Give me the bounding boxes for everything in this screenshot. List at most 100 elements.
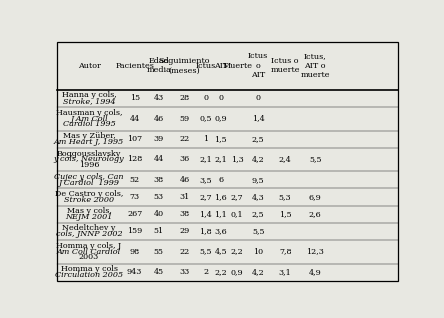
Text: 5,5: 5,5 xyxy=(309,156,321,163)
Text: 0,9: 0,9 xyxy=(214,114,227,122)
Text: 36: 36 xyxy=(179,156,190,163)
Text: 0: 0 xyxy=(218,94,223,102)
Text: 0,5: 0,5 xyxy=(199,114,212,122)
Text: 53: 53 xyxy=(154,193,164,201)
Text: 46: 46 xyxy=(154,114,164,122)
Text: 1,3: 1,3 xyxy=(231,156,244,163)
Text: 9,5: 9,5 xyxy=(252,176,265,184)
Text: Ictus: Ictus xyxy=(195,62,216,70)
Text: 1,6: 1,6 xyxy=(214,193,227,201)
Text: 7,8: 7,8 xyxy=(279,248,291,256)
Text: Nedeltchev y: Nedeltchev y xyxy=(62,225,116,232)
Text: Ictus
o
AIT: Ictus o AIT xyxy=(248,52,268,79)
Text: 5,5: 5,5 xyxy=(199,248,212,256)
Text: 44: 44 xyxy=(130,114,140,122)
Text: 2,7: 2,7 xyxy=(199,193,212,201)
Text: Am Coll Cardiol: Am Coll Cardiol xyxy=(57,248,121,256)
Text: 33: 33 xyxy=(179,268,190,276)
Text: 0: 0 xyxy=(203,94,208,102)
Text: 1,4: 1,4 xyxy=(252,114,265,122)
Text: 98: 98 xyxy=(130,248,140,256)
Text: 943: 943 xyxy=(127,268,143,276)
Text: 59: 59 xyxy=(179,114,190,122)
Text: 5,5: 5,5 xyxy=(252,227,265,235)
Text: 4,5: 4,5 xyxy=(214,248,227,256)
Text: Homma y cols, J: Homma y cols, J xyxy=(56,242,122,250)
Text: 0,9: 0,9 xyxy=(231,268,243,276)
Text: 46: 46 xyxy=(179,176,190,184)
Text: 128: 128 xyxy=(127,156,142,163)
Text: 2,1: 2,1 xyxy=(214,156,227,163)
Text: 1,1: 1,1 xyxy=(214,210,227,218)
Text: 267: 267 xyxy=(127,210,142,218)
Text: Am Heart J, 1995: Am Heart J, 1995 xyxy=(54,138,124,146)
Text: 3,1: 3,1 xyxy=(279,268,292,276)
Text: 45: 45 xyxy=(154,268,164,276)
Text: 1: 1 xyxy=(203,135,208,143)
Text: Mas y cols,: Mas y cols, xyxy=(67,207,111,215)
Text: Ictus o
muerte: Ictus o muerte xyxy=(270,57,300,74)
Text: J Cardiol  1999: J Cardiol 1999 xyxy=(59,179,119,187)
Text: 4,9: 4,9 xyxy=(309,268,321,276)
Text: 0: 0 xyxy=(256,94,261,102)
Text: 0,1: 0,1 xyxy=(231,210,243,218)
Text: y cols, Neurology: y cols, Neurology xyxy=(54,156,124,163)
Text: 4,2: 4,2 xyxy=(252,268,265,276)
Text: 1,8: 1,8 xyxy=(199,227,212,235)
Text: Seguimiento
(meses): Seguimiento (meses) xyxy=(159,57,210,74)
Text: 2,2: 2,2 xyxy=(214,268,227,276)
Text: 38: 38 xyxy=(154,176,164,184)
Text: 6: 6 xyxy=(218,176,223,184)
Text: Pacientes: Pacientes xyxy=(115,62,154,70)
Text: 43: 43 xyxy=(154,94,164,102)
Text: 2,1: 2,1 xyxy=(199,156,212,163)
Text: Cujec y cols, Can: Cujec y cols, Can xyxy=(54,173,124,181)
Text: Edad
media: Edad media xyxy=(146,57,171,74)
Text: NEJM 2001: NEJM 2001 xyxy=(65,213,113,221)
Text: 1,4: 1,4 xyxy=(199,210,212,218)
Text: Cardiol 1995: Cardiol 1995 xyxy=(63,120,115,128)
Text: 2,6: 2,6 xyxy=(309,210,321,218)
Text: 2,4: 2,4 xyxy=(279,156,292,163)
Text: 3,5: 3,5 xyxy=(199,176,212,184)
Text: 51: 51 xyxy=(154,227,164,235)
Text: 39: 39 xyxy=(154,135,164,143)
Text: Stroke, 1994: Stroke, 1994 xyxy=(63,97,115,105)
Text: 44: 44 xyxy=(154,156,164,163)
Text: 22: 22 xyxy=(179,248,190,256)
Text: 12,3: 12,3 xyxy=(306,248,324,256)
Text: 2: 2 xyxy=(203,268,208,276)
Text: 55: 55 xyxy=(154,248,164,256)
Text: 2,2: 2,2 xyxy=(231,248,244,256)
Text: cols, JNNP 2002: cols, JNNP 2002 xyxy=(56,230,123,238)
Text: 3,6: 3,6 xyxy=(214,227,227,235)
Text: 29: 29 xyxy=(179,227,190,235)
Text: 4,2: 4,2 xyxy=(252,156,265,163)
Text: 31: 31 xyxy=(179,193,190,201)
Text: 5,3: 5,3 xyxy=(279,193,292,201)
Text: De Castro y cols,: De Castro y cols, xyxy=(55,190,123,198)
Text: AIT: AIT xyxy=(214,62,228,70)
Text: 4,3: 4,3 xyxy=(252,193,265,201)
Text: 73: 73 xyxy=(130,193,140,201)
Text: Hausman y cols,: Hausman y cols, xyxy=(56,109,122,117)
Text: 10: 10 xyxy=(253,248,263,256)
Text: 2003: 2003 xyxy=(79,253,99,261)
Text: Circulation 2005: Circulation 2005 xyxy=(55,271,123,279)
Text: 2,7: 2,7 xyxy=(231,193,243,201)
Text: Homma y cols: Homma y cols xyxy=(60,265,118,273)
Text: Muerte: Muerte xyxy=(222,62,252,70)
Text: 2,5: 2,5 xyxy=(252,135,265,143)
Text: Hanna y cols,: Hanna y cols, xyxy=(62,91,116,100)
Text: 6,9: 6,9 xyxy=(309,193,321,201)
Text: 40: 40 xyxy=(154,210,164,218)
Text: Autor: Autor xyxy=(78,62,100,70)
Text: 2,5: 2,5 xyxy=(252,210,265,218)
Text: 15: 15 xyxy=(130,94,140,102)
Text: 1996: 1996 xyxy=(79,161,99,169)
Text: Ictus,
AIT o
muerte: Ictus, AIT o muerte xyxy=(301,52,330,79)
Text: Mas y Züber,: Mas y Züber, xyxy=(63,132,115,140)
Text: J Am Coll: J Am Coll xyxy=(70,114,108,122)
Text: 107: 107 xyxy=(127,135,142,143)
Text: 52: 52 xyxy=(130,176,140,184)
